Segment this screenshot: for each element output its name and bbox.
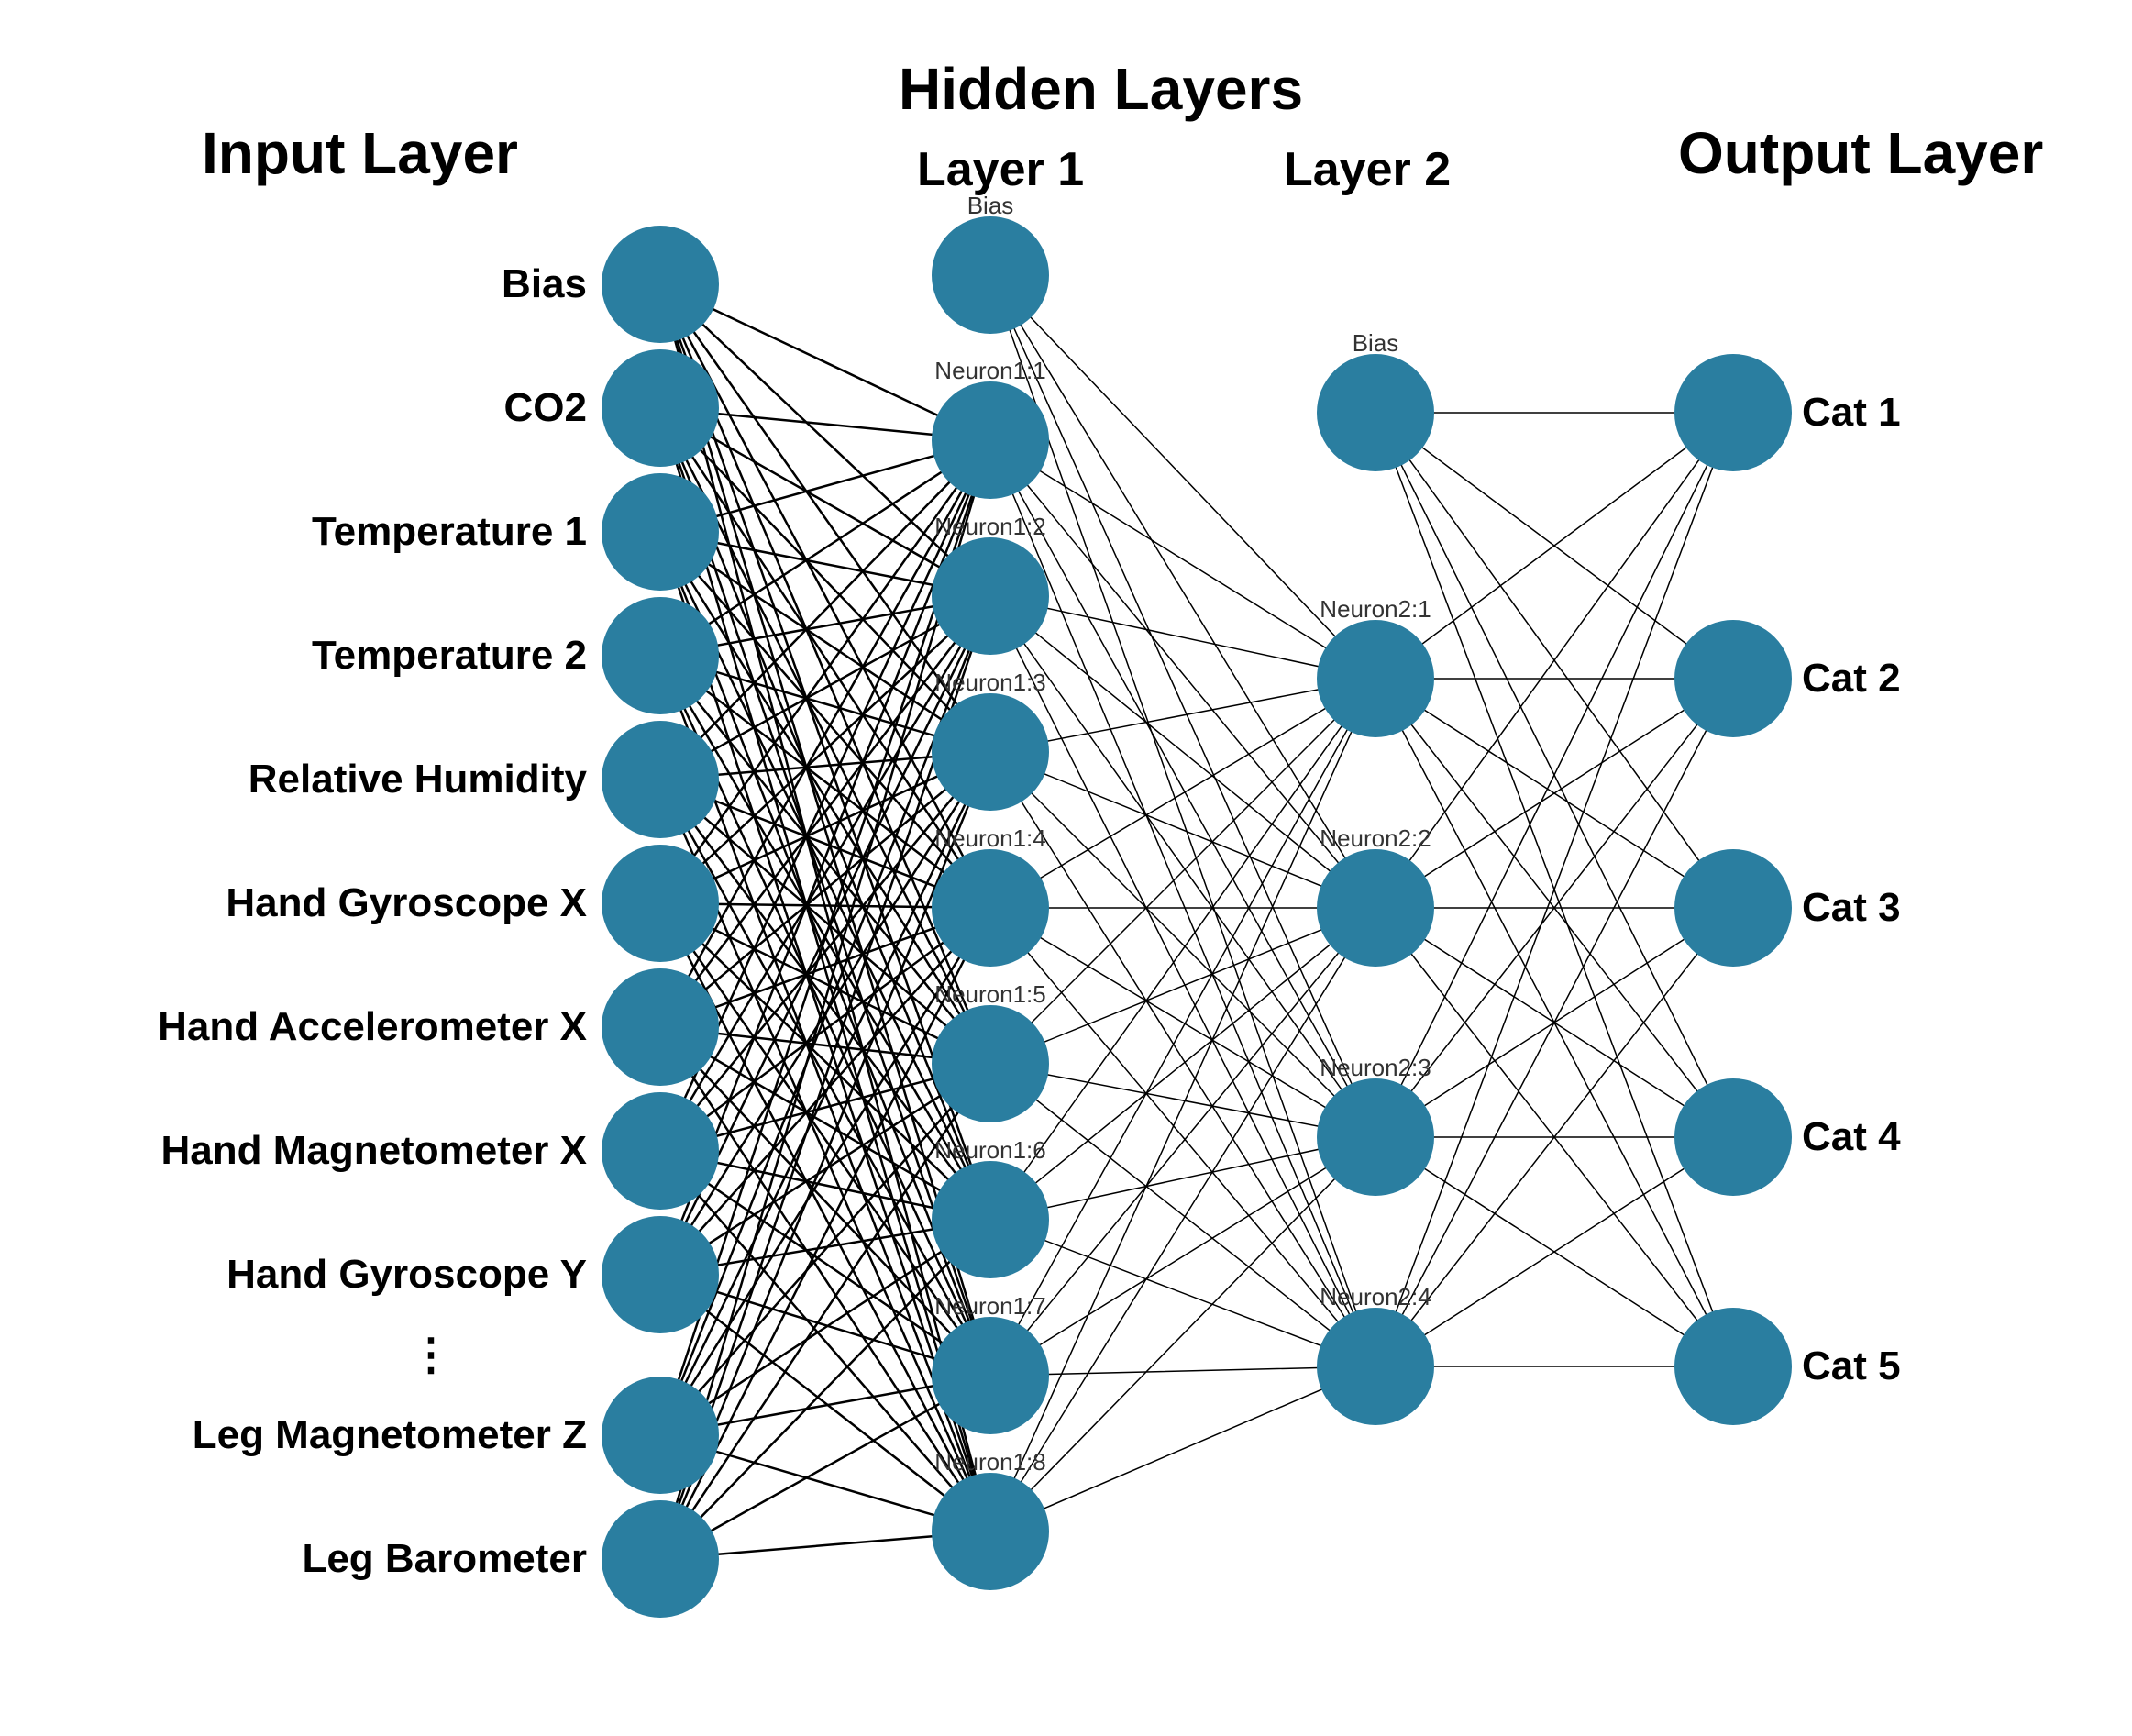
title-output-layer: Output Layer xyxy=(1678,119,2043,187)
input-label-in_hgx: Hand Gyroscope X xyxy=(226,880,587,926)
node-h2_n4 xyxy=(1317,1308,1434,1425)
node-in_rh xyxy=(602,721,719,838)
node-h1_n8 xyxy=(932,1473,1049,1590)
h1-label-h1_bias: Bias xyxy=(967,192,1014,220)
node-h1_n4 xyxy=(932,849,1049,967)
node-out_c2 xyxy=(1674,620,1792,737)
edges xyxy=(660,275,1733,1559)
node-out_c5 xyxy=(1674,1308,1792,1425)
title-layer-2: Layer 2 xyxy=(1284,142,1451,197)
node-h1_n1 xyxy=(932,381,1049,499)
node-in_hax xyxy=(602,968,719,1086)
node-in_t1 xyxy=(602,473,719,591)
node-h1_n3 xyxy=(932,693,1049,811)
node-h1_n2 xyxy=(932,537,1049,655)
input-label-in_hgy: Hand Gyroscope Y xyxy=(226,1252,587,1298)
h2-label-h2_n4: Neuron2:4 xyxy=(1320,1283,1431,1311)
node-out_c4 xyxy=(1674,1078,1792,1196)
node-in_bias xyxy=(602,226,719,343)
node-h2_n2 xyxy=(1317,849,1434,967)
title-hidden-layers: Hidden Layers xyxy=(899,55,1303,123)
neural-network-diagram: Input Layer Hidden Layers Layer 1 Layer … xyxy=(0,0,2132,1736)
node-in_hgx xyxy=(602,845,719,962)
node-in_lmz xyxy=(602,1377,719,1494)
node-out_c1 xyxy=(1674,354,1792,471)
node-h1_n5 xyxy=(932,1005,1049,1122)
h2-label-h2_n1: Neuron2:1 xyxy=(1320,595,1431,624)
h2-label-h2_bias: Bias xyxy=(1353,329,1399,358)
node-in_co2 xyxy=(602,349,719,467)
input-label-in_lmz: Leg Magnetometer Z xyxy=(193,1412,587,1458)
h1-label-h1_n6: Neuron1:6 xyxy=(934,1136,1045,1165)
node-in_t2 xyxy=(602,597,719,714)
node-h2_n1 xyxy=(1317,620,1434,737)
node-h1_n6 xyxy=(932,1161,1049,1278)
input-label-in_hmx: Hand Magnetometer X xyxy=(160,1128,587,1174)
output-label-out_c3: Cat 3 xyxy=(1802,885,1901,931)
input-ellipsis: ⋮ xyxy=(409,1344,453,1366)
input-label-in_rh: Relative Humidity xyxy=(249,757,587,802)
output-label-out_c4: Cat 4 xyxy=(1802,1114,1901,1160)
h1-label-h1_n8: Neuron1:8 xyxy=(934,1448,1045,1476)
title-input-layer: Input Layer xyxy=(202,119,518,187)
node-in_hgy xyxy=(602,1216,719,1333)
output-label-out_c1: Cat 1 xyxy=(1802,390,1901,436)
node-h1_n7 xyxy=(932,1317,1049,1434)
h1-label-h1_n7: Neuron1:7 xyxy=(934,1292,1045,1321)
title-layer-1: Layer 1 xyxy=(917,142,1084,197)
node-h2_n3 xyxy=(1317,1078,1434,1196)
input-label-in_t1: Temperature 1 xyxy=(312,509,587,555)
h1-label-h1_n5: Neuron1:5 xyxy=(934,980,1045,1009)
node-in_lb xyxy=(602,1500,719,1618)
output-label-out_c2: Cat 2 xyxy=(1802,656,1901,702)
nn-svg xyxy=(0,0,2132,1736)
output-label-out_c5: Cat 5 xyxy=(1802,1343,1901,1389)
input-label-in_co2: CO2 xyxy=(504,385,587,431)
node-h1_bias xyxy=(932,216,1049,334)
input-label-in_lb: Leg Barometer xyxy=(302,1536,587,1582)
node-in_hmx xyxy=(602,1092,719,1210)
h1-label-h1_n1: Neuron1:1 xyxy=(934,357,1045,385)
input-label-in_t2: Temperature 2 xyxy=(312,633,587,679)
node-out_c3 xyxy=(1674,849,1792,967)
input-label-in_hax: Hand Accelerometer X xyxy=(158,1004,587,1050)
h1-label-h1_n4: Neuron1:4 xyxy=(934,824,1045,853)
h2-label-h2_n2: Neuron2:2 xyxy=(1320,824,1431,853)
h2-label-h2_n3: Neuron2:3 xyxy=(1320,1054,1431,1082)
h1-label-h1_n2: Neuron1:2 xyxy=(934,513,1045,541)
h1-label-h1_n3: Neuron1:3 xyxy=(934,669,1045,697)
input-label-in_bias: Bias xyxy=(502,261,587,307)
node-h2_bias xyxy=(1317,354,1434,471)
